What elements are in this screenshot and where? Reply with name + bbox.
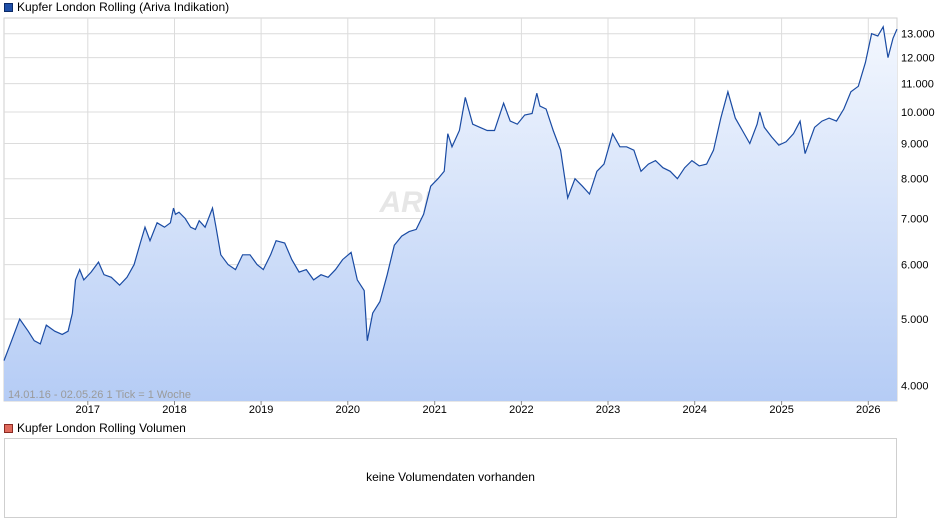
no-volume-message: keine Volumendaten vorhanden [366, 470, 535, 484]
y-tick-label: 11.000 [901, 79, 934, 91]
x-tick-label: 2018 [162, 404, 186, 416]
x-tick-label: 2019 [249, 404, 273, 416]
range-note: 14.01.16 - 02.05.26 1 Tick = 1 Woche [8, 389, 191, 401]
volume-legend-label: Kupfer London Rolling Volumen [17, 421, 186, 435]
y-tick-label: 13.000 [901, 29, 935, 41]
y-tick-label: 4.000 [901, 381, 929, 393]
price-area [4, 26, 897, 402]
price-legend-swatch [4, 2, 13, 12]
y-tick-label: 6.000 [901, 260, 929, 272]
x-tick-label: 2022 [509, 404, 533, 416]
y-tick-label: 12.000 [901, 53, 935, 65]
x-tick-label: 2017 [76, 404, 100, 416]
volume-legend: Kupfer London Rolling Volumen [4, 421, 186, 435]
y-tick-label: 5.000 [901, 314, 929, 326]
x-tick-label: 2021 [422, 404, 446, 416]
y-tick-label: 9.000 [901, 139, 929, 151]
y-tick-label: 7.000 [901, 214, 929, 226]
y-tick-label: 10.000 [901, 107, 935, 119]
x-tick-label: 2020 [336, 404, 360, 416]
y-tick-label: 8.000 [901, 174, 929, 186]
price-chart: ARIVA.DE 14.01.16 - 02.05.26 1 Tick = 1 … [3, 17, 935, 416]
volume-panel: keine Volumendaten vorhanden [4, 438, 897, 518]
price-line [3, 25, 898, 361]
x-tick-label: 2023 [596, 404, 620, 416]
price-legend: Kupfer London Rolling (Ariva Indikation) [4, 0, 229, 14]
x-tick-label: 2025 [769, 404, 793, 416]
x-tick-label: 2026 [856, 404, 880, 416]
x-tick-label: 2024 [682, 404, 706, 416]
volume-legend-swatch [4, 423, 13, 433]
price-legend-label: Kupfer London Rolling (Ariva Indikation) [17, 0, 230, 14]
